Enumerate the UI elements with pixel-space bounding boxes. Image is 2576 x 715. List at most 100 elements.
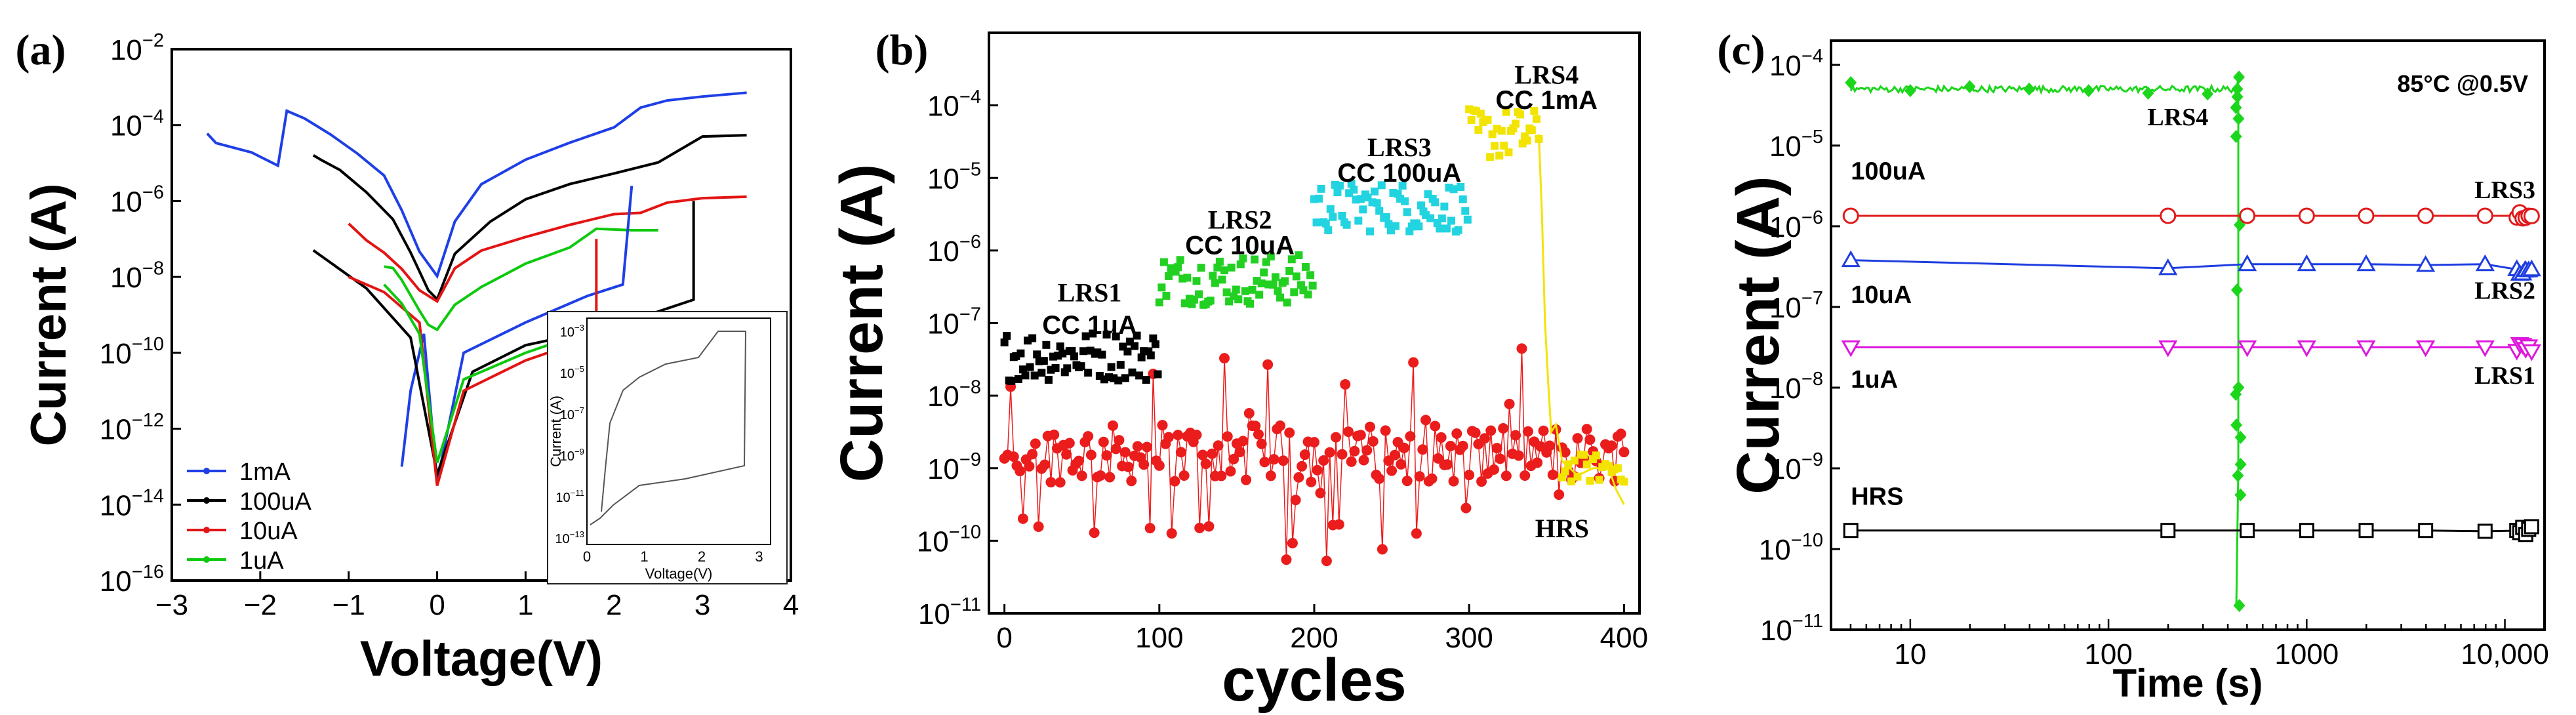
hrs-point-b [1107, 420, 1118, 431]
lrs-point-b-LRS3 [1329, 213, 1337, 221]
y-tick-label-b: 10−5 [927, 159, 981, 195]
lrs-point-b-LRS4 [1500, 141, 1508, 150]
inset-y-tick-label: 10−11 [555, 488, 584, 505]
marker-c-LRS2 [2475, 254, 2495, 272]
hrs-point-b [1544, 440, 1556, 451]
lrs-point-b-LRS3 [1335, 181, 1344, 190]
inset-y-tick-label: 10−7 [560, 405, 584, 422]
hrs-point-b [1485, 425, 1497, 436]
lrs-point-b-LRS1 [1016, 349, 1025, 358]
hrs-point-b [1414, 471, 1425, 482]
lrs-point-b-LRS3 [1415, 222, 1423, 231]
hrs-point-b [1166, 528, 1177, 539]
lrs-point-b-LRS3 [1461, 207, 1470, 215]
annotation-b: LRS3 [1367, 133, 1432, 162]
hrs-point-b [1119, 447, 1131, 458]
marker-c-LRS4 [2023, 82, 2036, 96]
hrs-point-b [1259, 457, 1270, 468]
x-tick-label-a: 2 [606, 589, 622, 621]
lrs-point-b-LRS4 [1497, 127, 1506, 135]
hrs-point-b [1222, 431, 1233, 442]
lrs-point-b-LRS2 [1269, 281, 1278, 289]
hrs-point-b [1488, 464, 1499, 475]
hrs-point-b [1479, 433, 1490, 444]
lrs-point-b-LRS1 [1028, 334, 1037, 342]
y-axis-label-a: Current (A) [21, 183, 77, 446]
hrs-point-b [1241, 474, 1252, 485]
lrs-point-b-LRS1 [1042, 340, 1051, 349]
y-tick-label-a: 10−8 [110, 258, 164, 294]
lrs-point-b-LRS1 [1131, 342, 1139, 350]
hrs-point-b [1500, 470, 1512, 481]
hrs-point-b [1377, 544, 1388, 555]
lrs4-tail-point-b [1613, 464, 1622, 472]
y-tick-label-c: 10−11 [1760, 611, 1823, 647]
hrs-point-b [1284, 427, 1295, 438]
hrs-point-b [1064, 438, 1075, 449]
hrs-point-b [1073, 455, 1084, 466]
inset-x-tick-label: 2 [698, 548, 706, 565]
lrs-point-b-LRS1 [1003, 331, 1011, 340]
annotation-b: HRS [1535, 514, 1589, 543]
lrs-point-b-LRS3 [1384, 220, 1393, 228]
y-tick-label-c: 10−10 [1759, 530, 1823, 566]
plot-frame-c [1830, 39, 2546, 631]
lrs-point-b-LRS3 [1338, 211, 1346, 220]
lrs-point-b-LRS4 [1491, 142, 1499, 150]
hrs-point-b [1132, 441, 1143, 452]
lrs-point-b-LRS2 [1192, 277, 1201, 285]
lrs-point-b-LRS1 [1151, 340, 1159, 348]
hrs-point-b [1297, 460, 1308, 472]
marker-c-LRS2 [2297, 254, 2316, 272]
hrs-point-b [1498, 423, 1509, 434]
annotation-c: LRS1 [2474, 362, 2535, 390]
lrs-point-b-LRS3 [1375, 207, 1384, 215]
hrs-point-b [1141, 441, 1152, 453]
hrs-point-b [1250, 420, 1261, 432]
hrs-point-b [1045, 477, 1057, 488]
hrs-point-b [1365, 421, 1376, 432]
marker-c-LRS4 [2234, 457, 2247, 471]
lrs-point-b-LRS3 [1463, 215, 1472, 224]
lrs4-tail-point-b [1564, 460, 1573, 468]
hrs-point-b [1426, 473, 1438, 484]
marker-c-LRS1 [2475, 340, 2495, 358]
lrs-point-b-LRS2 [1302, 262, 1310, 271]
hrs-point-b [1346, 456, 1357, 467]
lrs-point-b-LRS2 [1251, 255, 1259, 264]
lrs-point-b-LRS2 [1276, 293, 1285, 302]
annotation-c: HRS [1851, 483, 1903, 510]
x-tick-label-a: 1 [517, 589, 533, 621]
marker-c-LRS3 [2298, 207, 2315, 224]
lrs-point-b-LRS2 [1174, 263, 1182, 272]
hrs-point-b [1513, 450, 1524, 461]
series-line-c-LRS2 [1851, 259, 2526, 272]
hrs-point-b [1138, 459, 1150, 470]
marker-c-LRS4 [2234, 430, 2247, 444]
x-tick-label-a: 0 [429, 589, 445, 621]
lrs-point-b-LRS2 [1183, 274, 1192, 282]
hrs-point-b [1191, 430, 1202, 441]
lrs-point-b-LRS2 [1292, 272, 1300, 281]
annotation-c: 100uA [1851, 158, 1925, 186]
lrs-point-b-LRS2 [1155, 298, 1163, 307]
x-tick-label-b: 100 [1135, 622, 1183, 654]
hrs-point-b [1055, 477, 1066, 488]
lrs-point-b-LRS2 [1195, 290, 1203, 298]
hrs-point-b [1532, 457, 1543, 468]
reset-branch-a-1 [312, 201, 695, 480]
lrs-point-b-LRS1 [1026, 363, 1034, 371]
panel-b: (b) 0 100 200 300 400 10−4 10−5 10−6 10−7 10−8 10−9… [828, 26, 1648, 714]
marker-c-LRS4 [2233, 599, 2245, 613]
y-tick-label-a: 10−12 [100, 410, 164, 446]
lrs-point-b-LRS1 [1102, 331, 1111, 339]
series-line-a-10uA [348, 195, 747, 304]
marker-c-LRS2 [2356, 254, 2376, 272]
marker-c-LRS4 [2232, 468, 2244, 482]
lrs-point-b-LRS2 [1197, 264, 1205, 272]
lrs-point-b-LRS1 [1037, 369, 1046, 377]
lrs-point-b-LRS1 [1033, 350, 1041, 359]
marker-c-LRS2 [2158, 258, 2178, 276]
x-tick-label-c: 10,000 [2461, 638, 2549, 670]
